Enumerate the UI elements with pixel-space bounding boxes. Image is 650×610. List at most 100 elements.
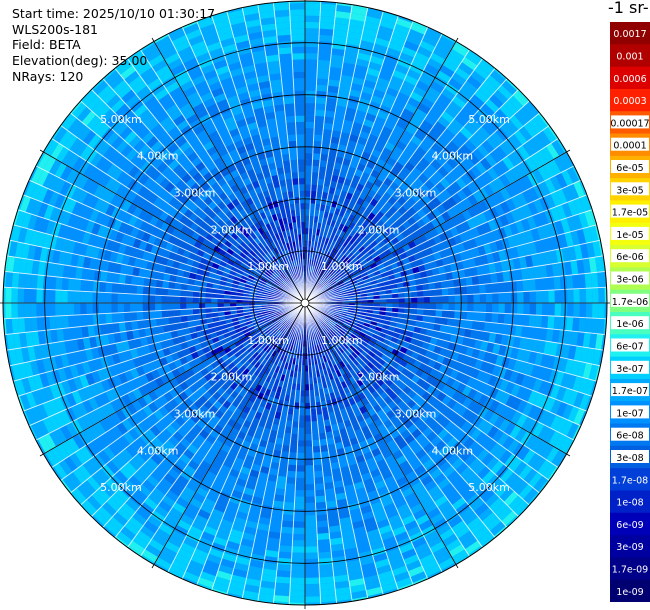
range-gate-cell — [290, 325, 295, 332]
range-gate-cell — [430, 244, 440, 254]
range-gate-cell — [413, 326, 422, 334]
range-gate-cell — [512, 257, 521, 270]
range-gate-cell — [154, 465, 168, 478]
range-gate-cell — [99, 418, 112, 433]
range-gate-cell — [242, 305, 250, 310]
range-gate-cell — [316, 78, 329, 86]
range-gate-cell — [333, 357, 340, 365]
range-gate-cell — [188, 559, 205, 572]
range-gate-cell — [219, 518, 234, 529]
range-gate-cell — [315, 325, 320, 332]
range-gate-cell — [132, 470, 147, 485]
range-gate-cell — [399, 542, 415, 554]
range-gate-cell — [44, 329, 52, 345]
range-gate-cell — [62, 475, 77, 492]
range-gate-cell — [212, 373, 222, 383]
range-gate-cell — [404, 492, 418, 504]
range-gate-cell — [407, 156, 419, 167]
range-gate-cell — [141, 549, 159, 563]
range-gate-cell — [445, 538, 462, 552]
range-gate-cell — [340, 344, 347, 352]
range-gate-cell — [205, 303, 212, 309]
range-gate-cell — [501, 80, 518, 96]
range-gate-cell — [538, 479, 550, 494]
range-gate-cell — [468, 49, 483, 61]
range-gate-cell — [443, 448, 456, 461]
range-gate-cell — [448, 492, 463, 506]
range-gate-cell — [555, 343, 565, 358]
range-gate-cell — [521, 203, 533, 218]
range-gate-cell — [312, 339, 317, 346]
range-gate-cell — [513, 359, 523, 373]
range-gate-cell — [477, 245, 487, 257]
range-gate-cell — [199, 460, 212, 471]
range-gate-cell — [367, 327, 375, 334]
range-gate-cell — [213, 424, 224, 434]
range-gate-cell — [518, 126, 533, 142]
range-gate-cell — [136, 294, 143, 303]
range-gate-cell — [186, 258, 195, 267]
range-gate-cell — [126, 178, 139, 191]
range-gate-cell — [326, 161, 335, 169]
range-gate-cell — [383, 502, 397, 513]
range-gate-cell — [271, 284, 278, 289]
range-gate-cell — [318, 315, 324, 321]
range-gate-cell — [78, 243, 88, 257]
range-gate-cell — [466, 217, 477, 230]
range-gate-cell — [325, 199, 333, 207]
range-gate-cell — [430, 159, 442, 171]
range-gate-cell — [397, 583, 414, 591]
range-gate-cell — [291, 546, 305, 553]
range-gate-cell — [487, 167, 499, 181]
range-gate-cell — [355, 356, 363, 364]
range-gate-cell — [510, 347, 519, 360]
range-gate-cell — [535, 149, 549, 166]
range-gate-cell — [496, 323, 504, 335]
range-gate-cell — [276, 475, 287, 484]
range-gate-cell — [42, 357, 52, 373]
range-gate-cell — [447, 453, 460, 466]
range-gate-cell — [105, 354, 115, 367]
range-gate-cell — [165, 490, 180, 503]
range-gate-cell — [35, 152, 46, 167]
range-gate-cell — [305, 121, 315, 129]
range-gate-cell — [43, 138, 54, 153]
range-gate-cell — [504, 472, 519, 487]
range-gate-cell — [174, 553, 191, 566]
range-gate-cell — [305, 365, 309, 372]
range-gate-cell — [327, 154, 337, 163]
range-gate-cell — [305, 103, 316, 110]
range-gate-cell — [540, 443, 554, 460]
range-gate-cell — [468, 257, 477, 268]
range-gate-cell — [434, 371, 445, 382]
range-gate-cell — [543, 341, 552, 355]
range-gate-cell — [461, 336, 470, 347]
range-gate-cell — [291, 338, 296, 346]
range-gate-cell — [445, 185, 457, 197]
range-gate-cell — [525, 254, 534, 268]
range-gate-cell — [71, 404, 83, 420]
range-gate-cell — [498, 249, 507, 262]
range-gate-cell — [357, 265, 365, 272]
range-gate-cell — [172, 479, 186, 492]
range-gate-cell — [336, 259, 343, 266]
range-gate-cell — [498, 173, 511, 188]
range-gate-cell — [417, 303, 424, 310]
range-gate-cell — [211, 293, 218, 299]
range-gate-cell — [130, 284, 138, 295]
range-gate-cell — [97, 449, 111, 465]
range-gate-cell — [450, 181, 462, 193]
range-gate-cell — [349, 323, 357, 329]
range-gate-cell — [132, 181, 144, 195]
range-gate-cell — [133, 257, 142, 268]
range-gate-cell — [112, 374, 123, 387]
range-gate-cell — [80, 503, 93, 517]
range-gate-cell — [518, 337, 528, 350]
range-gate-cell — [437, 166, 449, 178]
range-gate-cell — [466, 311, 474, 321]
range-gate-cell — [61, 303, 68, 316]
range-gate-cell — [413, 417, 425, 429]
range-gate-cell — [234, 258, 243, 266]
range-gate-cell — [345, 269, 353, 276]
range-gate-cell — [544, 193, 556, 209]
